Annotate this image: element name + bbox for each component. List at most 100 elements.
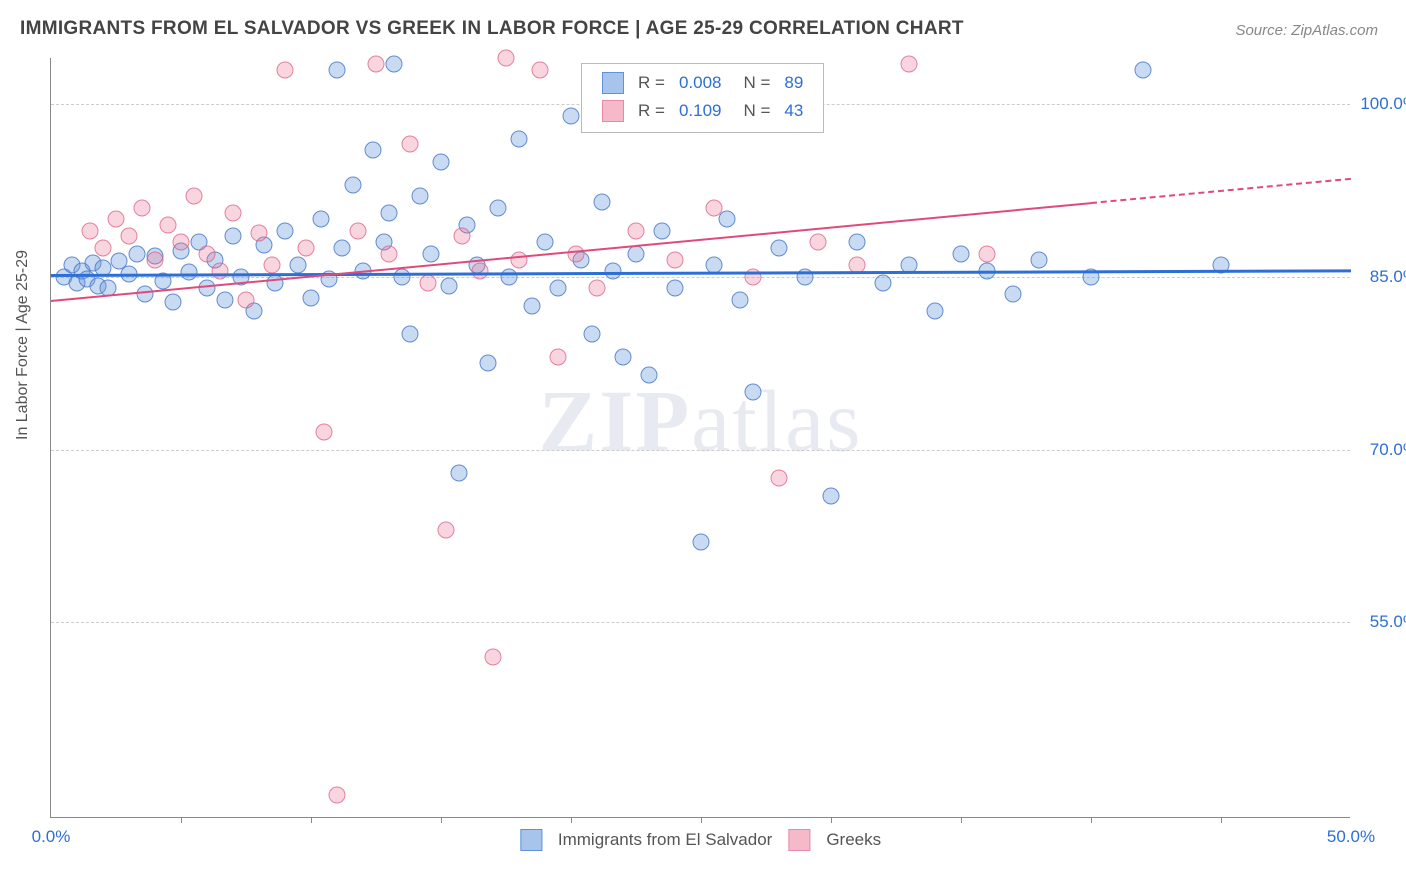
data-point (771, 240, 788, 257)
data-point (485, 648, 502, 665)
data-point (531, 61, 548, 78)
data-point (344, 176, 361, 193)
data-point (225, 205, 242, 222)
x-tick-mark (571, 817, 572, 823)
data-point (180, 264, 197, 281)
x-tick-mark (961, 817, 962, 823)
grid-y (51, 622, 1350, 623)
data-point (334, 240, 351, 257)
legend-swatch (520, 829, 542, 851)
data-point (108, 211, 125, 228)
y-tick-label: 100.0% (1358, 94, 1406, 114)
watermark: ZIPatlas (539, 372, 863, 473)
data-point (412, 188, 429, 205)
data-point (329, 61, 346, 78)
data-point (500, 268, 517, 285)
data-point (147, 251, 164, 268)
legend-row: R =0.109N =43 (596, 98, 809, 124)
data-point (136, 286, 153, 303)
grid-y (51, 450, 1350, 451)
data-point (810, 234, 827, 251)
x-tick-mark (441, 817, 442, 823)
legend-label: Immigrants from El Salvador (558, 830, 772, 849)
data-point (266, 274, 283, 291)
data-point (667, 280, 684, 297)
x-tick-mark (701, 817, 702, 823)
y-axis-label: In Labor Force | Age 25-29 (14, 250, 32, 440)
data-point (82, 222, 99, 239)
data-point (550, 349, 567, 366)
data-point (440, 278, 457, 295)
data-point (628, 245, 645, 262)
data-point (199, 245, 216, 262)
data-point (979, 245, 996, 262)
data-point (654, 222, 671, 239)
regression-line (1091, 178, 1351, 204)
data-point (719, 211, 736, 228)
data-point (667, 251, 684, 268)
data-point (381, 245, 398, 262)
data-point (537, 234, 554, 251)
data-point (134, 199, 151, 216)
data-point (217, 291, 234, 308)
data-point (225, 228, 242, 245)
data-point (693, 533, 710, 550)
data-point (365, 142, 382, 159)
plot-area: ZIPatlas R =0.008N =89R =0.109N =43 Immi… (50, 58, 1350, 818)
x-tick-mark (181, 817, 182, 823)
data-point (95, 240, 112, 257)
data-point (524, 297, 541, 314)
data-point (568, 245, 585, 262)
data-point (303, 289, 320, 306)
data-point (316, 424, 333, 441)
data-point (238, 291, 255, 308)
data-point (251, 225, 268, 242)
data-point (438, 522, 455, 539)
data-point (329, 786, 346, 803)
data-point (277, 61, 294, 78)
data-point (511, 130, 528, 147)
data-point (199, 280, 216, 297)
data-point (641, 366, 658, 383)
y-tick-label: 55.0% (1358, 612, 1406, 632)
y-tick-label: 85.0% (1358, 267, 1406, 287)
data-point (160, 216, 177, 233)
legend-row: R =0.008N =89 (596, 70, 809, 96)
data-point (368, 55, 385, 72)
data-point (594, 193, 611, 210)
data-point (1005, 286, 1022, 303)
data-point (490, 199, 507, 216)
data-point (1031, 251, 1048, 268)
data-point (615, 349, 632, 366)
data-point (394, 268, 411, 285)
data-point (771, 470, 788, 487)
data-point (953, 245, 970, 262)
data-point (433, 153, 450, 170)
data-point (732, 291, 749, 308)
y-tick-label: 70.0% (1358, 440, 1406, 460)
x-tick-mark (831, 817, 832, 823)
series-legend: Immigrants from El Salvador Greeks (512, 829, 889, 851)
data-point (1135, 61, 1152, 78)
data-point (420, 274, 437, 291)
data-point (823, 487, 840, 504)
data-point (453, 228, 470, 245)
data-point (451, 464, 468, 481)
source-credit: Source: ZipAtlas.com (1235, 22, 1378, 39)
x-tick-mark (311, 817, 312, 823)
data-point (186, 188, 203, 205)
data-point (589, 280, 606, 297)
data-point (173, 234, 190, 251)
data-point (313, 211, 330, 228)
data-point (745, 383, 762, 400)
data-point (264, 257, 281, 274)
data-point (277, 222, 294, 239)
data-point (212, 263, 229, 280)
data-point (401, 326, 418, 343)
data-point (297, 240, 314, 257)
data-point (875, 274, 892, 291)
correlation-legend: R =0.008N =89R =0.109N =43 (581, 63, 824, 133)
data-point (381, 205, 398, 222)
legend-label: Greeks (826, 830, 881, 849)
data-point (498, 50, 515, 67)
